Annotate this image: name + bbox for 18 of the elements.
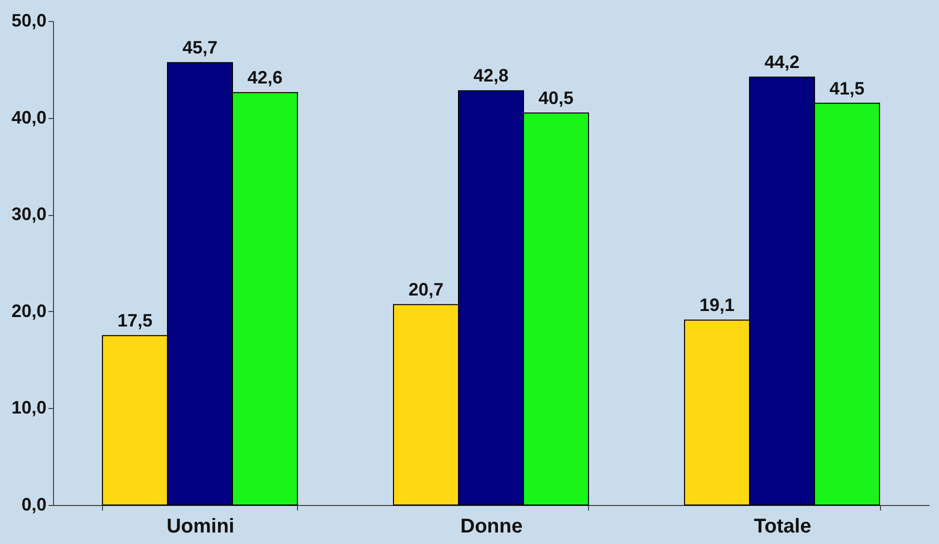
data-label: 17,5 (117, 310, 152, 331)
x-tick-label: Uomini (166, 516, 234, 538)
data-label: 44,2 (764, 52, 800, 72)
y-tick-label: 50,0 (11, 10, 46, 30)
data-label: 42,6 (247, 68, 282, 88)
data-label: 42,8 (473, 66, 509, 86)
data-label: 41,5 (830, 78, 865, 98)
data-label: 19,1 (700, 295, 735, 316)
data-label: 45,7 (182, 38, 218, 58)
y-tick-label: 10,0 (11, 398, 46, 418)
x-tick-label: Totale (754, 516, 812, 538)
y-tick-label: 30,0 (11, 204, 46, 224)
y-tick-label: 40,0 (11, 107, 46, 128)
x-tick-label: Donne (460, 516, 523, 538)
y-tick-label: 0,0 (21, 494, 46, 514)
y-tick-label: 20,0 (11, 300, 46, 321)
data-label: 40,5 (538, 88, 574, 108)
data-label: 20,7 (408, 280, 444, 300)
